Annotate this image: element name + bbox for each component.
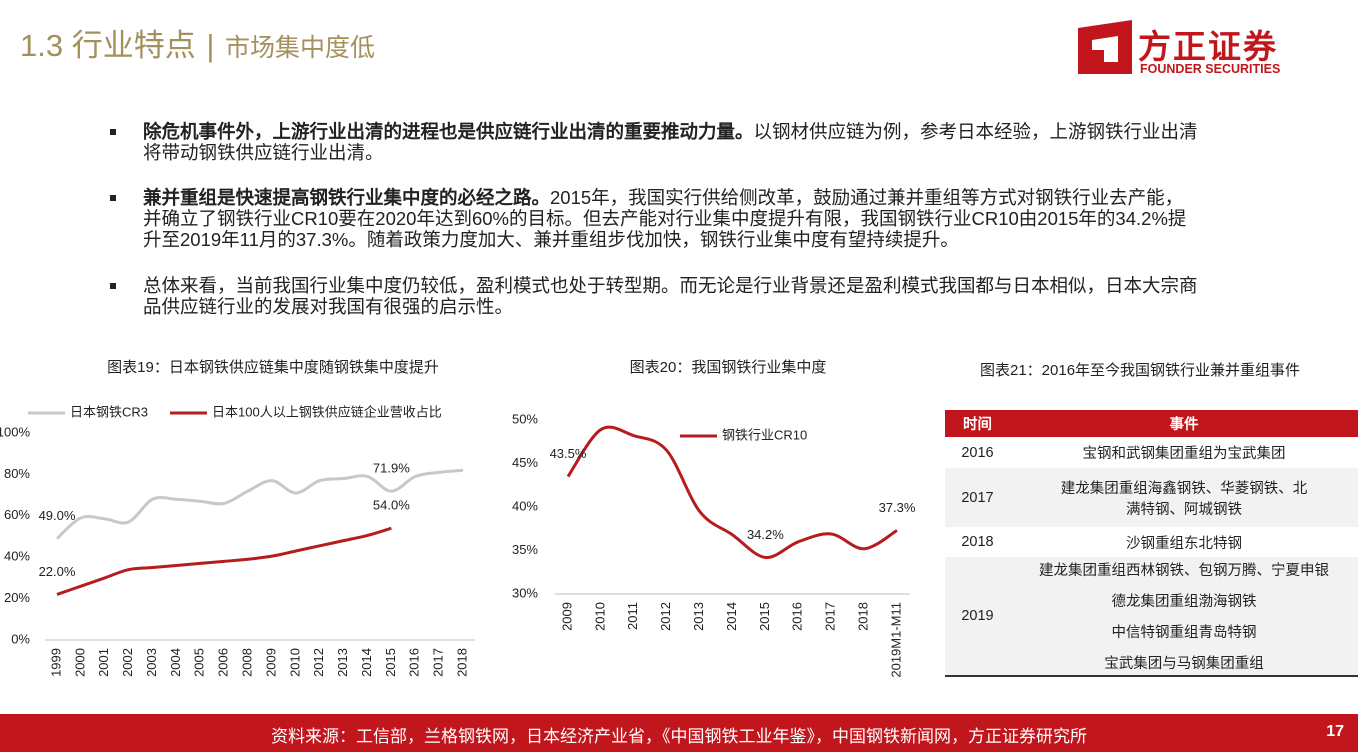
event-cell: 建龙集团重组西林钢铁、包钢万腾、宁夏申银 德龙集团重组渤海钢铁 中信特钢重组青岛特钢… xyxy=(1010,557,1358,675)
event-cell: 建龙集团重组海鑫钢铁、华菱钢铁、北满特钢、阿城钢铁 xyxy=(1010,468,1358,527)
x-tick-label: 2006 xyxy=(216,648,231,677)
table-row: 2017 建龙集团重组海鑫钢铁、华菱钢铁、北满特钢、阿城钢铁 xyxy=(945,468,1358,527)
page-number: 17 xyxy=(1326,723,1344,740)
x-tick-label: 2003 xyxy=(144,648,159,677)
x-tick-label: 2017 xyxy=(823,602,838,631)
bullet: 兼并重组是快速提高钢铁行业集中度的必经之路。2015年，我国实行供给侧改革，鼓励… xyxy=(110,187,1200,250)
y-tick-label: 40% xyxy=(512,498,538,513)
x-tick-label: 2014 xyxy=(359,648,374,677)
y-tick-label: 45% xyxy=(512,455,538,470)
bullet-text: 以钢材供应链为例，参考日本经验，上游钢铁行业出清将带动钢铁供应链行业出清。 xyxy=(143,121,1198,163)
x-tick-label: 2002 xyxy=(120,648,135,677)
source: 资料来源：工信部，兰格钢铁网，日本经济产业省，《中国钢铁工业年鉴》，中国钢铁新闻… xyxy=(271,727,1087,746)
x-tick-label: 2013 xyxy=(335,648,350,677)
x-tick-label: 2010 xyxy=(287,648,302,677)
x-tick-label: 2004 xyxy=(168,648,183,677)
x-tick-label: 2012 xyxy=(658,602,673,631)
chart-title: 图表19：日本钢铁供应链集中度随钢铁集中度提升 xyxy=(107,358,439,376)
event: 建龙集团重组海鑫钢铁、华菱钢铁、北满特钢、阿城钢铁 xyxy=(1060,480,1308,518)
x-tick-label: 2011 xyxy=(625,602,640,630)
x-tick-label: 2005 xyxy=(192,648,207,677)
x-tick-label: 2009 xyxy=(263,648,278,677)
x-tick-label: 2014 xyxy=(724,602,739,631)
bullet-bold: 兼并重组是快速提高钢铁行业集中度的必经之路。 xyxy=(143,187,551,208)
x-tick-label: 2016 xyxy=(790,602,805,631)
table-header: 时间 事件 xyxy=(945,410,1358,437)
x-tick-label: 1999 xyxy=(48,648,63,677)
x-tick-label: 2015 xyxy=(757,602,772,631)
header-title: 1.3 行业特点 | 市场集中度低 xyxy=(20,20,375,65)
x-tick-label: 2016 xyxy=(407,648,422,677)
legend-label: 日本钢铁CR3 xyxy=(70,404,148,419)
table-row: 2016 宝钢和武钢集团重组为宝武集团 xyxy=(945,437,1358,468)
y-tick-label: 40% xyxy=(4,549,30,564)
bullet-text: 2015年，我国实行供给侧改革，鼓励通过兼并重组等方式对钢铁行业去产能，并确立了… xyxy=(143,187,1187,250)
x-tick-label: 2018 xyxy=(454,648,469,677)
series-line xyxy=(56,526,392,596)
x-tick-label: 2013 xyxy=(691,602,706,631)
y-tick-label: 80% xyxy=(4,466,30,481)
y-tick-label: 50% xyxy=(512,411,538,426)
year-cell: 2019 xyxy=(961,608,994,624)
event: 宝武集团与马钢集团重组 xyxy=(1104,656,1264,672)
event: 建龙集团重组西林钢铁、包钢万腾、宁夏申银 xyxy=(1039,563,1329,579)
x-tick-label: 2015 xyxy=(383,648,398,677)
table-row: 2018 沙钢重组东北特钢 xyxy=(945,527,1358,557)
table-row: 2019 建龙集团重组西林钢铁、包钢万腾、宁夏申银 德龙集团重组渤海钢铁 中信特钢重组… xyxy=(945,557,1358,677)
logo-text: 方正证券 xyxy=(1138,28,1278,65)
year-cell: 2017 xyxy=(961,489,994,506)
y-tick-label: 30% xyxy=(512,585,538,600)
x-tick-label: 2000 xyxy=(72,648,87,677)
y-tick-label: 35% xyxy=(512,542,538,557)
data-label: 22.0% xyxy=(39,564,76,579)
logo-mark xyxy=(1078,20,1132,74)
event: 中信特钢重组青岛特钢 xyxy=(1111,625,1257,641)
x-tick-label: 2009 xyxy=(559,602,574,631)
bullet-text: 总体来看，当前我国行业集中度仍较低，盈利模式也处于转型期。而无论是行业背景还是盈… xyxy=(143,275,1198,317)
y-tick-label: 60% xyxy=(4,507,30,522)
x-tick-label: 2010 xyxy=(592,602,607,631)
bullet: 总体来看，当前我国行业集中度仍较低，盈利模式也处于转型期。而无论是行业背景还是盈… xyxy=(110,275,1200,317)
subtitle: 市场集中度低 xyxy=(225,34,376,62)
legend-label: 钢铁行业CR10 xyxy=(722,427,807,442)
series-line xyxy=(566,425,898,559)
bullet-bold: 除危机事件外，上游行业出清的进程也是供应链行业出清的重要推动力量。 xyxy=(143,121,754,142)
year-cell: 2018 xyxy=(961,534,994,550)
event: 宝钢和武钢集团重组为宝武集团 xyxy=(1082,446,1286,462)
charts: 图表19：日本钢铁供应链集中度随钢铁集中度提升 0% 20% 40% 60% 80% 100… xyxy=(0,358,916,678)
event: 德龙集团重组渤海钢铁 xyxy=(1111,594,1257,610)
bullet: 除危机事件外，上游行业出清的进程也是供应链行业出清的重要推动力量。以钢材供应链为… xyxy=(110,121,1200,163)
table: 时间 事件 2016 宝钢和武钢集团重组为宝武集团 2017 建龙集团重组海鑫钢铁、华… xyxy=(945,410,1358,677)
y-tick-label: 0% xyxy=(11,631,30,646)
data-label: 37.3% xyxy=(879,500,916,515)
series-line xyxy=(55,468,464,540)
event-cell: 宝钢和武钢集团重组为宝武集团 xyxy=(1010,437,1358,468)
x-tick-label: 2017 xyxy=(431,648,446,677)
event: 沙钢重组东北特钢 xyxy=(1126,535,1242,552)
data-label: 34.2% xyxy=(747,527,784,542)
divider: | xyxy=(206,28,215,63)
x-tick-label: 2019M1-M11 xyxy=(888,602,903,678)
y-tick-label: 100% xyxy=(0,424,30,439)
x-tick-label: 2001 xyxy=(96,648,111,677)
logo-subtext: FOUNDER SECURITIES xyxy=(1140,62,1281,76)
data-label: 49.0% xyxy=(39,508,76,523)
chart-title: 图表20：我国钢铁行业集中度 xyxy=(630,359,827,376)
year-cell: 2016 xyxy=(961,444,994,461)
legend-label: 日本100人以上钢铁供应链企业营收占比 xyxy=(212,404,442,419)
data-label: 43.5% xyxy=(550,446,587,461)
x-tick-label: 2008 xyxy=(239,648,254,677)
section: 1.3 行业特点 xyxy=(20,28,196,63)
header-cell: 时间 xyxy=(963,417,992,433)
y-tick-label: 20% xyxy=(4,590,30,605)
event-cell: 沙钢重组东北特钢 xyxy=(1010,527,1358,557)
data-label: 71.9% xyxy=(373,461,410,476)
data-label: 54.0% xyxy=(373,498,410,513)
footer: 资料来源：工信部，兰格钢铁网，日本经济产业省，《中国钢铁工业年鉴》，中国钢铁新闻… xyxy=(0,714,1358,752)
x-tick-label: 2018 xyxy=(856,602,871,631)
header-cell: 事件 xyxy=(1169,417,1199,433)
table-title: 图表21：2016年至今我国钢铁行业兼并重组事件 xyxy=(980,362,1301,379)
x-tick-label: 2012 xyxy=(311,648,326,677)
